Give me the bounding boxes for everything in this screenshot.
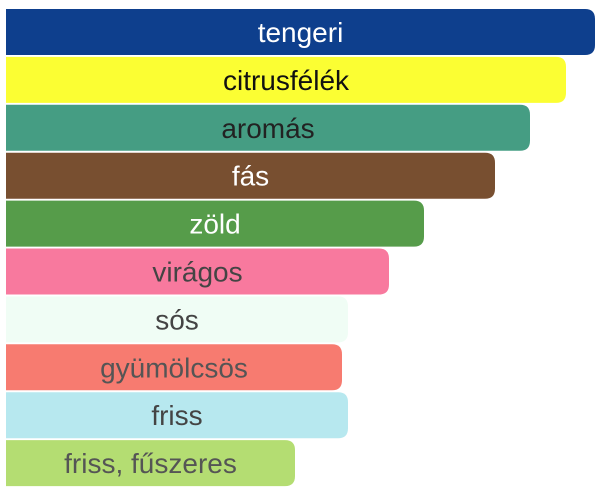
bar-6 — [6, 296, 348, 343]
bar-2 — [6, 104, 530, 151]
bar-label-4: zöld — [189, 209, 240, 240]
bar-label-6: sós — [155, 304, 199, 335]
bar-3 — [6, 152, 495, 199]
bar-label-2: aromás — [221, 113, 314, 144]
bar-5 — [6, 248, 389, 295]
bar-8 — [6, 392, 348, 439]
bar-label-1: citrusfélék — [223, 65, 350, 96]
bar-1 — [6, 56, 566, 103]
bar-9 — [6, 440, 295, 487]
bar-7 — [6, 344, 342, 391]
bar-label-9: friss, fűszeres — [64, 448, 237, 479]
bar-0 — [6, 9, 595, 55]
bar-label-5: virágos — [152, 257, 242, 288]
bar-label-8: friss — [151, 400, 202, 431]
bar-label-3: fás — [232, 161, 269, 192]
bar-4 — [6, 200, 424, 247]
bar-label-0: tengeri — [258, 17, 344, 48]
bar-label-7: gyümölcsös — [100, 352, 248, 383]
